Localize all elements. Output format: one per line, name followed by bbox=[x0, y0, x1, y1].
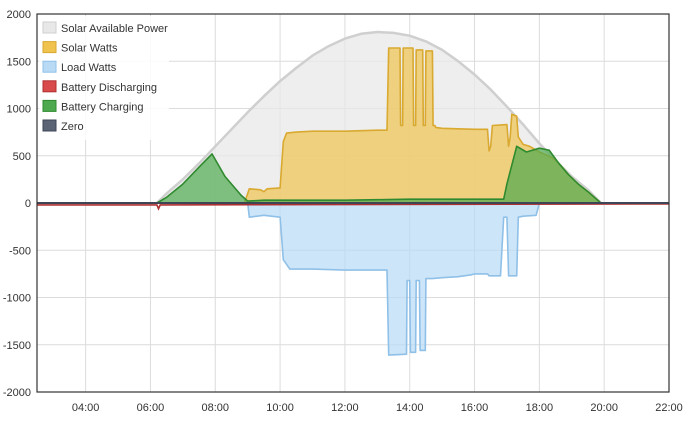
legend-swatch bbox=[42, 99, 57, 112]
y-tick-label: 500 bbox=[13, 151, 31, 163]
series-battery-charging-area bbox=[156, 146, 601, 203]
x-tick-label: 04:00 bbox=[72, 402, 100, 414]
y-tick-label: 0 bbox=[25, 198, 31, 210]
legend-label: Battery Discharging bbox=[61, 82, 157, 94]
x-tick-label: 08:00 bbox=[201, 402, 229, 414]
y-axis-ticks: -2000 -1500 -1000 -500 0 500 1000 1500 2000 bbox=[3, 9, 31, 399]
series-battery-discharging bbox=[37, 203, 670, 211]
legend-background bbox=[39, 16, 169, 140]
x-tick-label: 16:00 bbox=[461, 402, 489, 414]
y-tick-label: -2000 bbox=[3, 387, 31, 399]
legend-label: Solar Watts bbox=[61, 43, 118, 55]
y-tick-label: -1500 bbox=[3, 340, 31, 352]
legend-label: Zero bbox=[61, 121, 84, 133]
series-battery-charging-line bbox=[156, 145, 602, 204]
legend-label: Solar Available Power bbox=[61, 23, 168, 35]
legend-swatch bbox=[42, 21, 57, 34]
x-tick-label: 10:00 bbox=[266, 402, 294, 414]
x-tick-label: 12:00 bbox=[331, 402, 359, 414]
series-layer bbox=[37, 30, 670, 356]
legend: Solar Available Power Solar Watts Load Wat… bbox=[39, 16, 169, 140]
y-tick-label: -1000 bbox=[3, 293, 31, 305]
x-tick-label: 14:00 bbox=[396, 402, 424, 414]
series-solar-watts-line bbox=[243, 47, 602, 204]
series-solar-available-power-line bbox=[156, 30, 602, 204]
x-tick-label: 22:00 bbox=[655, 402, 683, 414]
legend-label: Battery Charging bbox=[61, 101, 144, 113]
legend-swatch bbox=[42, 60, 57, 73]
legend-swatch bbox=[42, 80, 57, 93]
plot-border bbox=[36, 13, 670, 393]
x-axis-ticks: 04:00 06:00 08:00 10:00 12:00 14:00 16:00 18:00… bbox=[72, 402, 683, 414]
y-tick-label: 2000 bbox=[7, 9, 31, 21]
x-tick-label: 20:00 bbox=[590, 402, 618, 414]
x-tick-label: 18:00 bbox=[526, 402, 554, 414]
series-load-watts-area bbox=[247, 203, 540, 356]
series-load-watts-line bbox=[246, 202, 541, 356]
legend-swatch bbox=[42, 119, 57, 132]
y-tick-label: -500 bbox=[9, 245, 31, 257]
y-tick-label: 1500 bbox=[7, 56, 31, 68]
y-tick-label: 1000 bbox=[7, 104, 31, 116]
legend-label: Load Watts bbox=[61, 62, 117, 74]
x-tick-label: 06:00 bbox=[137, 402, 165, 414]
legend-swatch bbox=[42, 41, 57, 54]
